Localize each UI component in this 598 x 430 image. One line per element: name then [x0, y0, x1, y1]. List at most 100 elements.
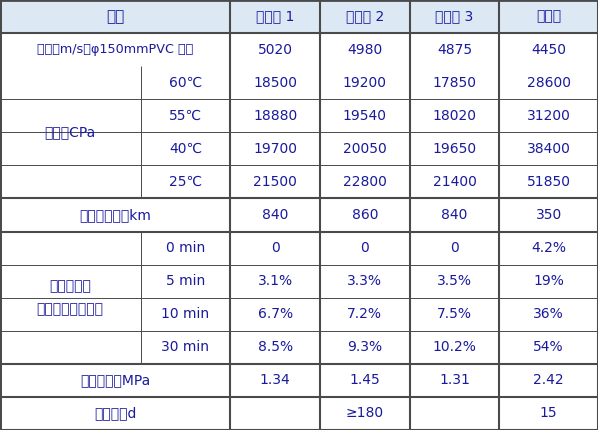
Text: 36%: 36% [533, 307, 564, 321]
Bar [410, 298, 499, 331]
Bar [499, 264, 598, 298]
Bar [230, 66, 320, 99]
Bar [230, 231, 320, 264]
Text: 19%: 19% [533, 274, 564, 288]
Text: 1.31: 1.31 [439, 373, 470, 387]
Text: 4.2%: 4.2% [531, 241, 566, 255]
Bar [141, 99, 230, 132]
Bar [499, 199, 598, 231]
Bar [141, 132, 230, 166]
Text: 爆速，m/s（φ150mmPVC 管）: 爆速，m/s（φ150mmPVC 管） [37, 43, 193, 56]
Text: 19540: 19540 [343, 109, 387, 123]
Text: 19700: 19700 [253, 142, 297, 156]
Text: 3.5%: 3.5% [437, 274, 472, 288]
Bar [320, 231, 410, 264]
Text: 10.2%: 10.2% [432, 340, 477, 354]
Text: 18020: 18020 [432, 109, 477, 123]
Bar [499, 166, 598, 199]
Bar [410, 166, 499, 199]
Text: 18880: 18880 [253, 109, 297, 123]
Bar [230, 132, 320, 166]
Text: 840: 840 [262, 208, 288, 222]
Bar [0, 199, 230, 231]
Text: 21400: 21400 [432, 175, 477, 189]
Bar [499, 364, 598, 397]
Text: 实施例 2: 实施例 2 [346, 9, 384, 24]
Text: 30 min: 30 min [161, 340, 209, 354]
Text: 0: 0 [361, 241, 369, 255]
Bar [230, 264, 320, 298]
Bar [320, 0, 410, 33]
Bar [410, 231, 499, 264]
Bar [410, 33, 499, 66]
Text: 60℃: 60℃ [169, 76, 202, 90]
Text: 31200: 31200 [527, 109, 570, 123]
Bar [141, 166, 230, 199]
Bar [230, 364, 320, 397]
Text: 20050: 20050 [343, 142, 387, 156]
Bar [320, 298, 410, 331]
Bar [499, 132, 598, 166]
Bar [499, 66, 598, 99]
Text: 28600: 28600 [527, 76, 570, 90]
Bar [410, 66, 499, 99]
Text: 项目: 项目 [106, 9, 124, 24]
Text: 19200: 19200 [343, 76, 387, 90]
Text: 5020: 5020 [258, 43, 292, 57]
Bar [141, 231, 230, 264]
Bar [499, 397, 598, 430]
Text: 模拟试验，掉药率: 模拟试验，掉药率 [36, 302, 104, 316]
Bar [320, 331, 410, 364]
Text: 5 min: 5 min [166, 274, 205, 288]
Text: 粘度，CPa: 粘度，CPa [45, 125, 96, 139]
Bar [320, 166, 410, 199]
Text: 抗颠簸能力，km: 抗颠簸能力，km [79, 208, 151, 222]
Bar [230, 298, 320, 331]
Bar [499, 331, 598, 364]
Bar [230, 166, 320, 199]
Bar [230, 331, 320, 364]
Bar [320, 264, 410, 298]
Bar [230, 199, 320, 231]
Text: 1.45: 1.45 [349, 373, 380, 387]
Text: 3.3%: 3.3% [347, 274, 382, 288]
Bar [499, 99, 598, 132]
Bar [320, 99, 410, 132]
Text: 54%: 54% [533, 340, 564, 354]
Bar [320, 33, 410, 66]
Bar [410, 0, 499, 33]
Text: 储存期，d: 储存期，d [94, 406, 136, 421]
Text: 38400: 38400 [527, 142, 570, 156]
Text: 6.7%: 6.7% [258, 307, 292, 321]
Bar [499, 33, 598, 66]
Bar [410, 364, 499, 397]
Text: 0: 0 [271, 241, 279, 255]
Text: 2.42: 2.42 [533, 373, 564, 387]
Bar [410, 331, 499, 364]
Bar [320, 364, 410, 397]
Bar [141, 66, 230, 99]
Bar [230, 99, 320, 132]
Bar [410, 199, 499, 231]
Text: 4450: 4450 [531, 43, 566, 57]
Text: 9.3%: 9.3% [347, 340, 382, 354]
Bar [499, 298, 598, 331]
Text: 1.34: 1.34 [260, 373, 291, 387]
Bar [230, 33, 320, 66]
Text: 21500: 21500 [253, 175, 297, 189]
Text: 泵送压力，MPa: 泵送压力，MPa [80, 373, 150, 387]
Bar [0, 33, 230, 66]
Bar [0, 231, 141, 364]
Text: 7.5%: 7.5% [437, 307, 472, 321]
Text: 3.1%: 3.1% [258, 274, 292, 288]
Bar [320, 132, 410, 166]
Bar [141, 298, 230, 331]
Bar [0, 364, 230, 397]
Bar [320, 199, 410, 231]
Bar [0, 66, 141, 199]
Bar [410, 264, 499, 298]
Text: 7.2%: 7.2% [347, 307, 382, 321]
Text: 25℃: 25℃ [169, 175, 202, 189]
Text: 实施例 1: 实施例 1 [256, 9, 294, 24]
Text: 55℃: 55℃ [169, 109, 202, 123]
